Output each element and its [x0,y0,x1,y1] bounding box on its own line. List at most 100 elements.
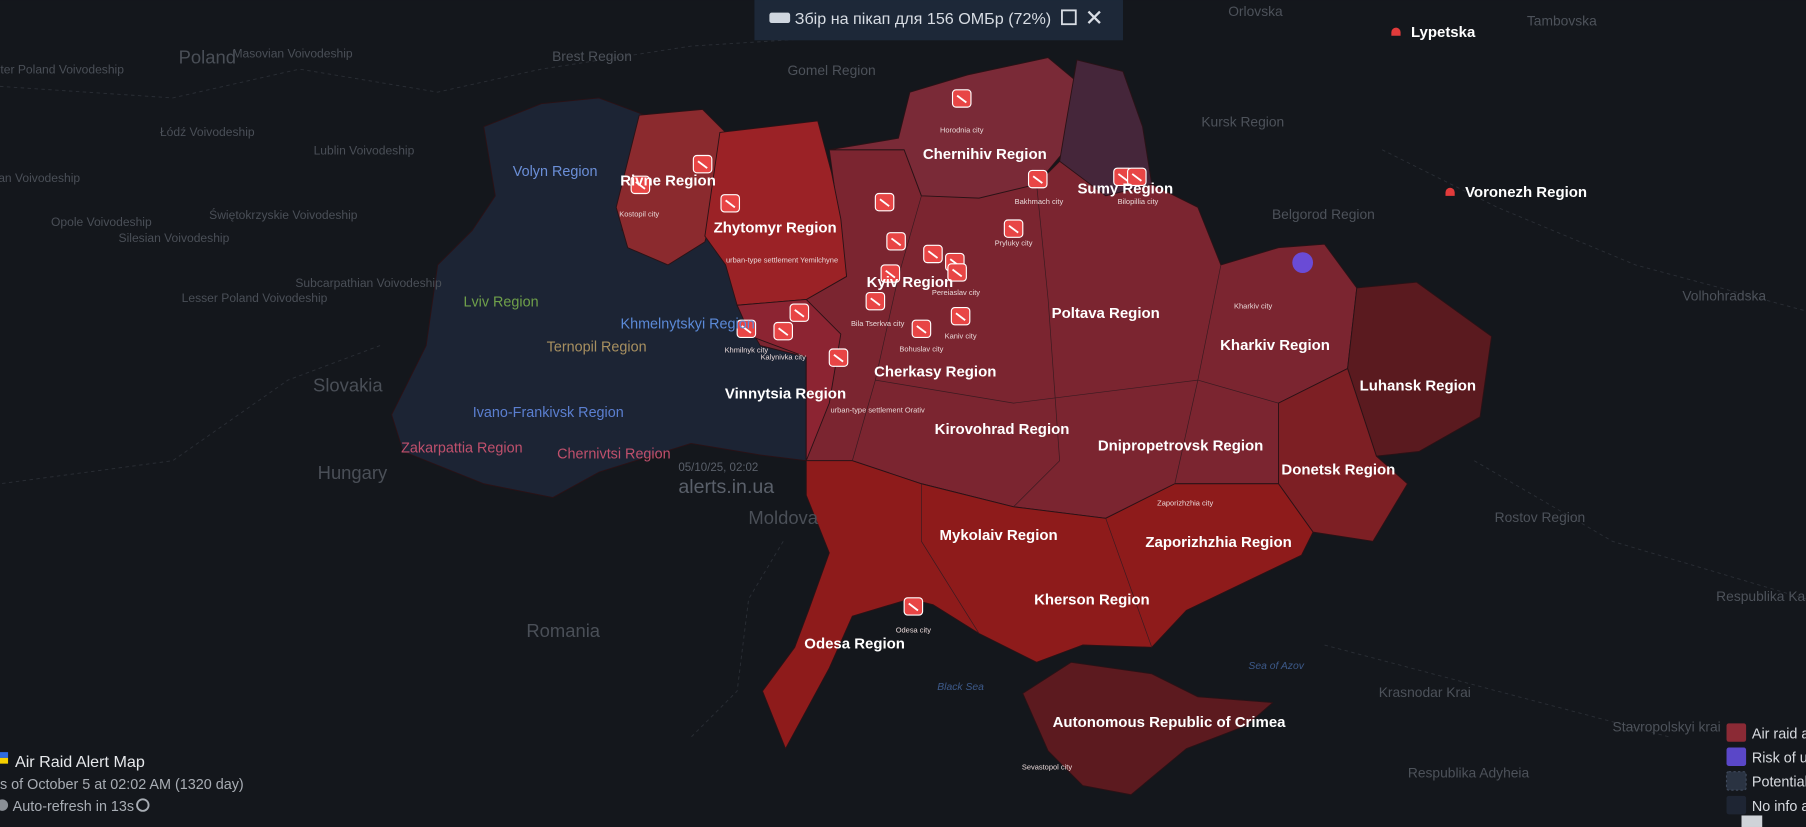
neighbor-label: Świętokrzyskie Voivodeship [209,207,358,222]
watermark-site: alerts.in.ua [678,476,774,498]
flag-top [0,752,9,758]
city-label: Bila Tserkva city [851,319,905,328]
sea-label: Sea of Azov [1248,661,1304,672]
refresh-dot [0,799,9,811]
footer-updated: s of October 5 at 02:02 AM (1320 day) [0,777,244,793]
legend-label: Air raid a [1752,726,1806,742]
legend-swatch [1725,771,1747,791]
neighbor-label: Belgorod Region [1272,206,1375,222]
alert-icon-glyph [879,198,890,207]
neighbor-label: Lesser Poland Voivodeship [182,291,328,305]
neighbor-label: Lypetska [1411,24,1476,41]
region-label: Kirovohrad Region [935,421,1070,438]
region-label: Rivne Region [620,172,716,189]
labels: Volyn Region Rivne Region Zhytomyr Region C… [0,3,1806,780]
city-label: Bakhmach city [1015,197,1064,206]
alert-icon [1391,27,1401,36]
region-label: Kherson Region [1034,592,1150,609]
banner-text[interactable]: Збір на пікап для 156 ОМБр (72%) [795,10,1051,28]
neighbor-label: Moldova [748,507,818,528]
city-label: Zaporizhzhia city [1157,499,1213,508]
neighbor-label: Rostov Region [1495,509,1586,525]
neighbor-label: Lublin Voivodeship [314,143,415,157]
neighbor-label: Voronezh Region [1465,184,1587,201]
region-label: Donetsk Region [1281,462,1395,479]
region-label: Khmelnytskyi Region [620,316,754,332]
legend-swatch [1726,747,1747,766]
alert-icon-glyph [955,312,966,321]
alert-icons [630,89,1147,616]
neighbor-label: Silesian Voivodeship [119,231,230,245]
alert-icon [1445,187,1455,196]
city-label: Bohuslav city [899,344,943,353]
region-label: Cherkasy Region [874,364,996,381]
alert-icon-glyph [870,297,881,306]
city-label: Pryluky city [995,238,1033,247]
region-label: Kharkiv Region [1220,337,1330,354]
neighbor-label: Romania [526,620,600,641]
alert-icon-glyph [725,199,736,209]
neighbor-label: Łódź Voivodeship [160,125,255,139]
alert-icon-glyph [951,268,963,278]
city-label: Kostopil city [619,210,659,219]
neighbor-label: ter Poland Voivodeship [0,63,124,77]
alert-icon-glyph [741,325,752,334]
region-label: Ternopil Region [547,339,647,355]
alert-icon-glyph [697,160,708,169]
neighbor-label: Stavropolskyi krai [1613,718,1721,734]
legend-label: No info a [1752,799,1806,815]
alert-icon-glyph [778,327,789,336]
crimea [1022,661,1274,796]
zhytomyr [704,120,848,306]
external-link-icon[interactable] [1061,9,1077,26]
city-label: Bilopillia city [1118,197,1159,206]
region-label: Volyn Region [513,164,598,180]
risk-marker [1292,252,1314,273]
neighbor-label: Hungary [318,462,388,483]
legend-label: Potential [1752,775,1806,791]
region-label: Kyiv Region [867,274,954,291]
neighbor-label: Volhohradska [1682,288,1766,304]
south-regions [762,460,1314,750]
neighbor-label: Tambovska [1527,12,1597,28]
flag-bottom [0,757,9,764]
city-label: urban-type settlement Orativ [831,405,925,414]
neighbor-label: Slovakia [313,375,383,396]
region-label: Odesa Region [804,635,905,652]
legend: Air raid a Risk of u Potential No info a [1725,723,1806,827]
scroll-button[interactable] [1741,815,1763,827]
alert-icon-glyph [794,309,805,318]
neighbor-label: Brest Region [552,48,632,64]
rivne [615,108,727,266]
alert-icon-glyph [908,602,919,612]
city-label: Pereiaslav city [932,288,980,297]
neighbor-label: Orlovska [1228,3,1283,19]
neighbor-label: Kursk Region [1201,114,1284,130]
close-icon[interactable] [1087,10,1101,24]
region-label: Lviv Region [463,294,538,310]
alert-icon-glyph [927,250,939,259]
region-label: Mykolaiv Region [940,527,1058,544]
alert-icon-glyph [833,354,844,363]
refresh-icon[interactable] [136,798,150,812]
city-label: Kaniv city [945,332,977,341]
legend-swatch [1726,723,1747,742]
region-label: Ivano-Frankivsk Region [473,405,624,421]
region-label: Chernihiv Region [923,146,1047,163]
city-label: Kalynivka city [761,352,807,361]
city-label: Khmilnyk city [725,345,769,354]
alert-icon-glyph [1008,225,1019,234]
region-label: Chernivtsi Region [557,446,670,462]
legend-label: Risk of u [1752,750,1806,766]
alert-icon-glyph [1032,175,1043,184]
region-label: Zakarpattia Region [401,441,522,457]
city-label: Odesa city [896,625,932,634]
region-label: Sumy Region [1077,181,1173,198]
banner[interactable]: Збір на пікап для 156 ОМБр (72%) [754,0,1123,41]
internal-borders [851,184,1279,648]
alert-icon-glyph [635,181,646,190]
neighbor-label: Respublika Kal [1716,588,1806,604]
neighbor-borders [0,34,1806,738]
